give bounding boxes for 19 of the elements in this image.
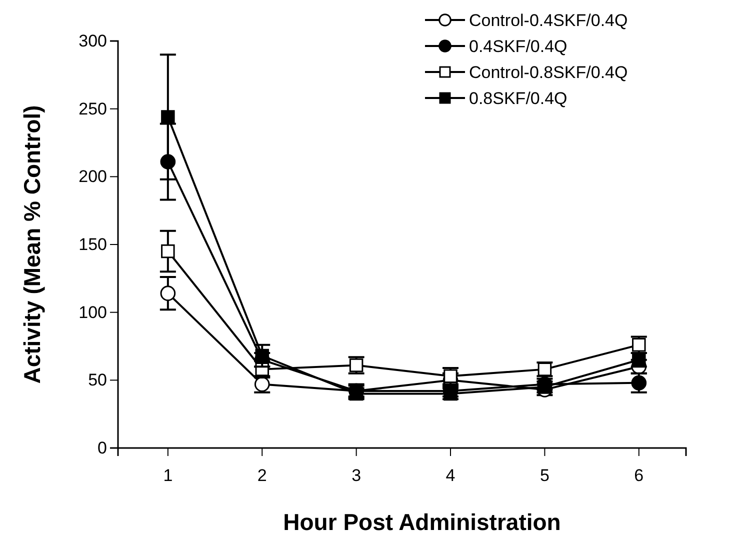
- y-tick-label: 0: [98, 438, 107, 458]
- y-tick-label: 100: [78, 302, 107, 322]
- y-tick-label: 150: [78, 234, 107, 254]
- legend-label: 0.8SKF/0.4Q: [469, 89, 568, 108]
- y-tick-label: 300: [78, 31, 107, 50]
- y-axis-title: Activity (Mean % Control): [19, 105, 45, 384]
- x-tick-label: 3: [352, 466, 362, 486]
- legend-label: 0.4SKF/0.4Q: [469, 37, 568, 56]
- y-tick-label: 250: [78, 99, 107, 118]
- x-tick-label: 2: [257, 466, 267, 486]
- y-tick-label: 50: [88, 370, 107, 390]
- x-tick-label: 1: [163, 466, 173, 486]
- x-tick-label: 5: [540, 466, 550, 486]
- legend-label: Control-0.4SKF/0.4Q: [469, 11, 628, 30]
- y-tick-label: 200: [78, 167, 107, 186]
- x-tick-label: 6: [634, 466, 644, 486]
- x-axis-title: Hour Post Administration: [283, 509, 561, 535]
- x-tick-label: 4: [446, 466, 456, 486]
- legend-label: Control-0.8SKF/0.4Q: [469, 63, 628, 82]
